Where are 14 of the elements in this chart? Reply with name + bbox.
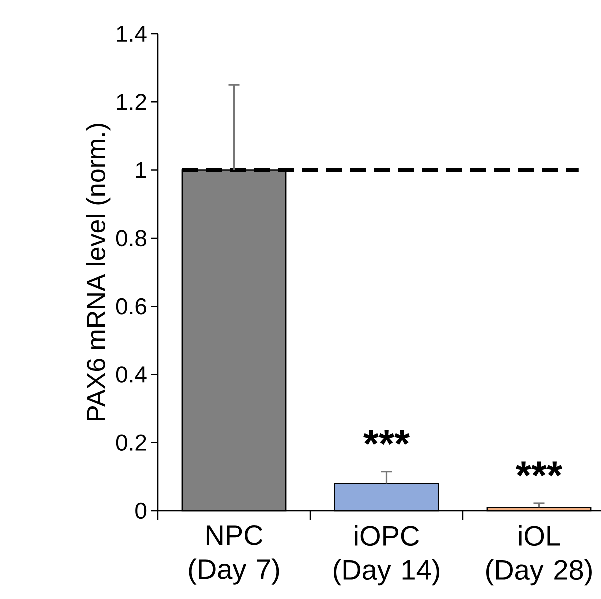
- y-tick-label: 0: [136, 502, 147, 520]
- annotation: ***: [364, 430, 410, 445]
- y-tick-label: 0.6: [116, 298, 146, 315]
- y-tick-label: 0.2: [116, 434, 146, 451]
- x-tick-label: iOL (Day 28): [486, 526, 592, 586]
- y-tick-label: 0.4: [116, 366, 147, 383]
- x-tick-label: iOPC (Day 14): [334, 526, 440, 586]
- y-tick-label: 1.2: [117, 94, 146, 110]
- annotation: ***: [516, 462, 563, 477]
- y-tick-label: 1: [136, 162, 146, 178]
- y-tick-label: 1.4: [117, 26, 147, 42]
- y-axis-title: PAX6 mRNA level (norm.): [86, 124, 111, 420]
- y-tick-label: 0.8: [116, 230, 146, 247]
- x-tick-label: NPC (Day 7): [189, 526, 280, 585]
